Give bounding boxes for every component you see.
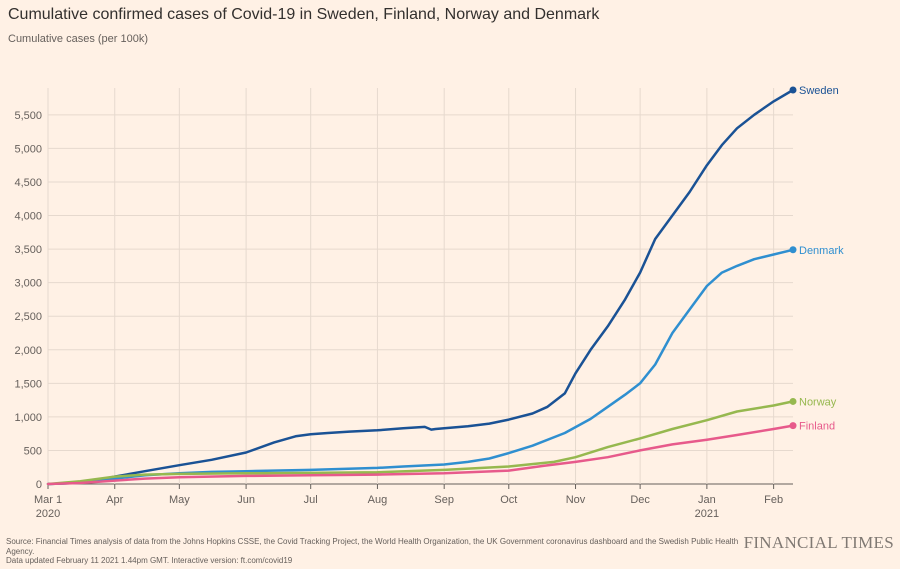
- y-axis-label: Cumulative cases (per 100k): [8, 33, 149, 45]
- x-tick-label: Feb: [764, 494, 783, 506]
- series-line-norway: [46, 400, 795, 486]
- y-tick-label: 3,500: [14, 244, 42, 256]
- y-tick-label: 4,000: [14, 211, 42, 223]
- y-tick-label: 2,500: [14, 311, 42, 323]
- series-end-dot-sweden: [789, 86, 797, 94]
- x-tick-label: Oct: [500, 494, 517, 506]
- y-tick-label: 1,500: [14, 378, 42, 390]
- x-tick-label: Jun: [237, 494, 255, 506]
- axes: 0 500 1,000 1,500 2,000 2,500 3,000 3,500 4,000 4…: [14, 110, 783, 520]
- chart-title: Cumulative confirmed cases of Covid-19 i…: [8, 6, 600, 23]
- series-end-dot-finland: [789, 422, 797, 430]
- y-tick-label: 0: [36, 479, 42, 491]
- y-tick-label: 3,000: [14, 278, 42, 290]
- x-tick-label: Dec: [630, 494, 650, 506]
- x-tick-label: Apr: [106, 494, 123, 506]
- x-tick-sublabel: 2021: [695, 508, 719, 520]
- x-tick-label: Nov: [566, 494, 586, 506]
- series-line-sweden: [46, 88, 795, 486]
- series-end-dot-norway: [789, 397, 797, 405]
- series-lines: [46, 86, 797, 486]
- data-updated-note: Data updated February 11 2021 1.44pm GMT…: [6, 556, 293, 565]
- x-tick-label: Jan: [698, 494, 716, 506]
- series-label-denmark: Denmark: [799, 245, 844, 257]
- x-tick-label: Sep: [434, 494, 454, 506]
- financial-times-logo: FINANCIAL TIMES: [743, 533, 894, 552]
- source-note: Source: Financial Times analysis of data…: [6, 537, 739, 556]
- grid-lines: [47, 88, 793, 485]
- source-footer: Source: Financial Times analysis of data…: [6, 537, 756, 566]
- series-line-denmark: [46, 248, 795, 486]
- series-label-finland: Finland: [799, 421, 835, 433]
- y-tick-label: 4,500: [14, 177, 42, 189]
- y-tick-label: 5,500: [14, 110, 42, 122]
- y-tick-label: 500: [24, 445, 42, 457]
- y-tick-label: 2,000: [14, 345, 42, 357]
- x-tick-label: Mar 1: [34, 494, 62, 506]
- x-tick-label: Jul: [304, 494, 318, 506]
- series-label-sweden: Sweden: [799, 85, 839, 97]
- series-line-finland: [46, 424, 795, 486]
- x-tick-sublabel: 2020: [36, 508, 60, 520]
- x-tick-label: Aug: [368, 494, 388, 506]
- series-end-dot-denmark: [789, 246, 797, 254]
- x-tick-label: May: [169, 494, 190, 506]
- y-tick-label: 5,000: [14, 143, 42, 155]
- series-label-norway: Norway: [799, 396, 837, 408]
- y-tick-label: 1,000: [14, 412, 42, 424]
- series-labels: Sweden Denmark Norway Finland: [799, 85, 844, 433]
